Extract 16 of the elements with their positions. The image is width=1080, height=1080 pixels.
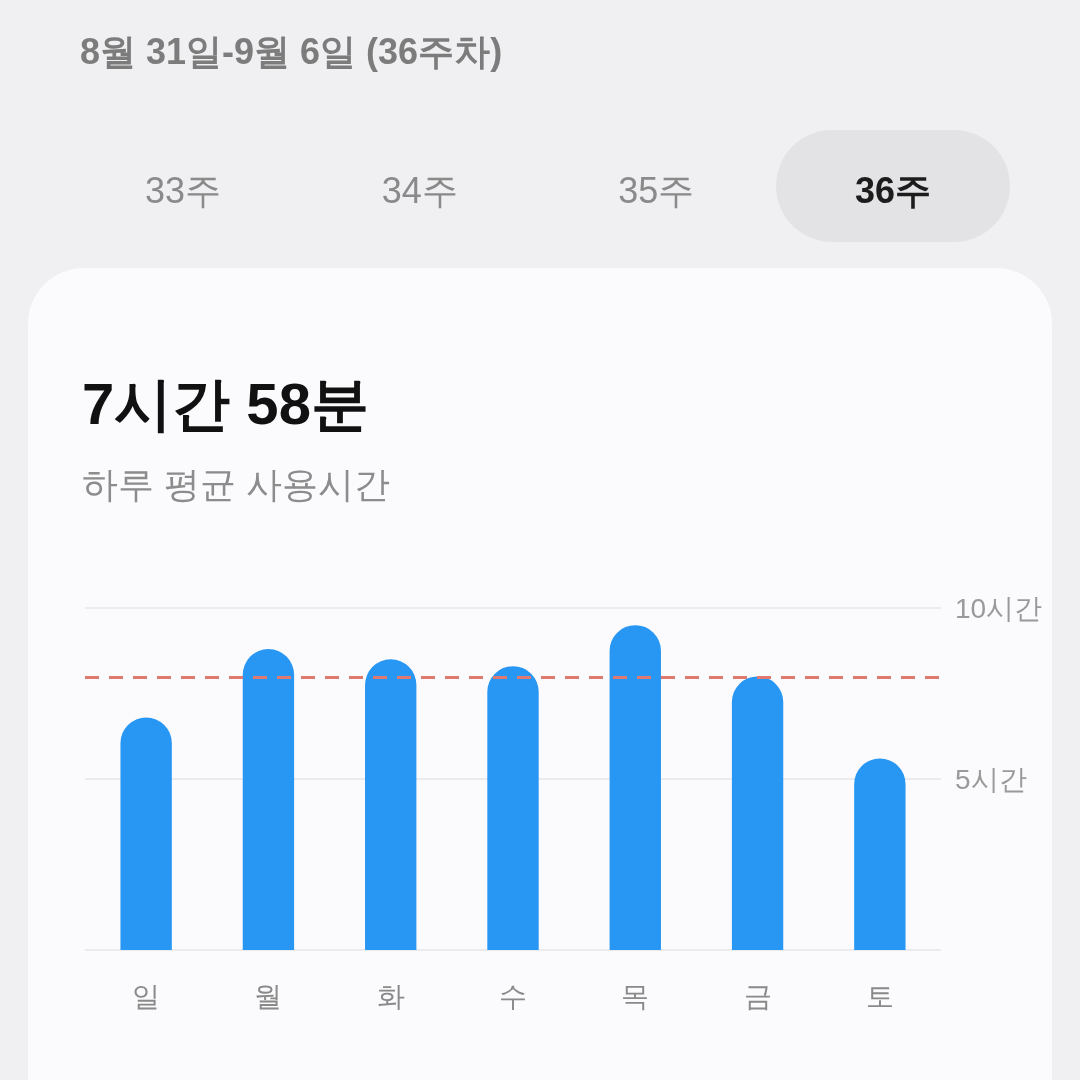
x-tick-label: 금 xyxy=(743,981,772,1012)
y-tick-label: 10시간 xyxy=(955,593,1043,624)
x-tick-label: 토 xyxy=(865,981,894,1012)
y-tick-label: 5시간 xyxy=(955,764,1027,795)
chart-subtitle: 하루 평균 사용시간 xyxy=(82,464,391,505)
text: 8월 31일-9월 6일 (36주차) xyxy=(80,31,503,72)
x-tick-label: 일 xyxy=(132,981,161,1012)
x-tick-label: 수 xyxy=(499,981,527,1012)
x-tick-label: 월 xyxy=(254,981,283,1012)
x-tick-label: 화 xyxy=(376,981,405,1012)
x-tick-label: 목 xyxy=(621,981,650,1012)
text: 36주 xyxy=(854,170,932,211)
text: 33주 xyxy=(144,170,222,211)
chart-title: 7시간 58분 xyxy=(82,371,369,436)
text: 35주 xyxy=(618,170,695,211)
text: 34주 xyxy=(381,170,458,211)
